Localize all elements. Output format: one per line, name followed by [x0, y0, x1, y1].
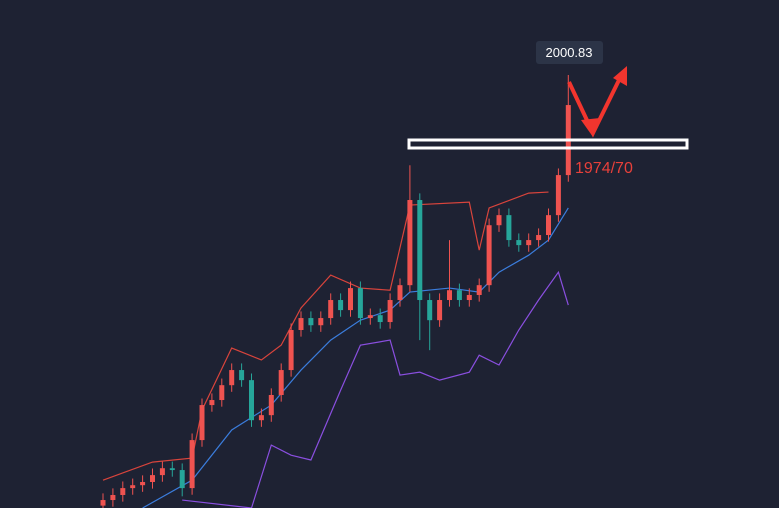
candle-body [357, 288, 363, 319]
candle-body [496, 215, 502, 226]
resistance-box [407, 138, 689, 150]
candle-body [239, 370, 245, 381]
candle-body [348, 288, 353, 311]
candle-body [199, 405, 205, 441]
candle-body [258, 415, 264, 421]
candle-body [437, 300, 443, 321]
arrow-head [581, 118, 600, 137]
candle-body [526, 240, 532, 246]
candle-body [417, 200, 423, 301]
candle-body [120, 488, 126, 496]
candle-body [110, 495, 116, 501]
candle-body [169, 468, 175, 471]
candle-body [159, 468, 165, 476]
candle-body [555, 175, 561, 216]
arrow [567, 66, 627, 138]
candle-body [328, 300, 334, 319]
candle-body [189, 440, 195, 489]
candle-body [288, 330, 294, 371]
candle-body [506, 215, 512, 241]
candle-body [249, 380, 254, 421]
candle-body [140, 482, 146, 486]
candle-body [546, 215, 551, 236]
candle-body [219, 385, 225, 401]
candle-body [486, 225, 492, 286]
candle-body [278, 370, 284, 395]
candle-body [377, 315, 383, 323]
candle-body [476, 285, 482, 295]
candle-body [516, 240, 522, 246]
candle-body [536, 235, 542, 241]
band-line [102, 191, 549, 481]
candle-body [427, 300, 433, 321]
candle-body [407, 200, 413, 286]
candle-body [308, 318, 314, 326]
level-label: 1974/70 [575, 160, 633, 177]
candle-body [318, 318, 324, 326]
price-tooltip-text: 2000.83 [546, 45, 593, 60]
candle-body [387, 300, 393, 323]
candle-body [130, 485, 136, 489]
candle-body [268, 394, 274, 416]
candle-body [209, 400, 215, 406]
candle-body [456, 290, 462, 301]
plot-area [100, 74, 571, 508]
candle-body [229, 370, 235, 386]
candle-body [150, 475, 155, 483]
band-line [182, 270, 569, 508]
price-tooltip [536, 41, 603, 64]
candle-body [100, 500, 106, 506]
candle-body [338, 300, 344, 311]
candle-body [179, 470, 185, 489]
arrow-head [613, 66, 627, 86]
candle-body [397, 285, 403, 301]
candle-body [367, 315, 373, 319]
candle-body [447, 290, 452, 301]
candle-body [466, 294, 472, 301]
candle-body [298, 318, 304, 331]
